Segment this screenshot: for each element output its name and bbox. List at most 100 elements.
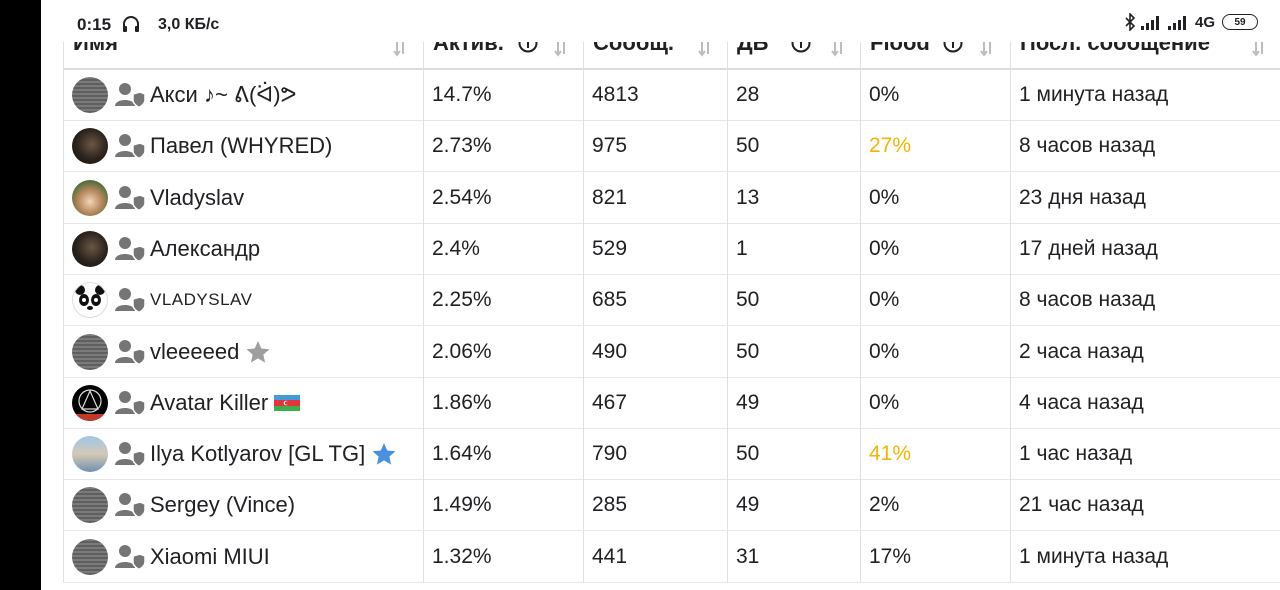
left-black-bar — [0, 0, 41, 590]
azerbaijan-flag-icon — [274, 394, 300, 411]
table-row[interactable]: Sergey (Vince) 1.49% 285 49 2% 21 час назад — [63, 479, 1280, 532]
cell-karma: 13 — [727, 171, 860, 223]
cell-last: 17 дней назад — [1010, 222, 1280, 274]
sort-icon[interactable] — [553, 38, 569, 58]
member-name: Vladyslav — [150, 184, 245, 210]
cell-messages: 790 — [583, 428, 727, 480]
cell-last: 4 часа назад — [1010, 376, 1280, 428]
table-row[interactable]: Павел (WHYRED) 2.73% 975 50 27% 8 часов назад — [63, 120, 1280, 173]
user-shield-icon — [115, 236, 145, 262]
avatar[interactable] — [72, 436, 108, 473]
signal-icon-2 — [1167, 16, 1186, 30]
member-name: vleeeeed — [150, 338, 240, 364]
table-row[interactable]: Ilya Kotlyarov [GL TG] 1.64% 790 50 41% 1 час… — [63, 428, 1280, 481]
avatar[interactable] — [72, 282, 108, 319]
user-shield-icon — [115, 83, 145, 108]
cell-activity: 2.4% — [423, 222, 583, 274]
cell-activity: 1.32% — [423, 530, 583, 582]
cell-flood: 41% — [860, 428, 1010, 480]
avatar[interactable] — [72, 487, 108, 524]
avatar[interactable] — [72, 230, 108, 267]
cell-karma: 28 — [727, 69, 860, 120]
battery-icon: 59 — [1222, 14, 1258, 30]
cell-messages: 285 — [583, 479, 727, 531]
cell-flood: 0% — [860, 376, 1010, 428]
cell-messages: 821 — [583, 171, 727, 223]
cell-name[interactable]: Avatar Killer — [63, 376, 423, 428]
cell-karma: 50 — [727, 120, 860, 172]
sort-icon[interactable] — [979, 38, 995, 58]
table-row[interactable]: Акси ♪~ ᕕ(ᐛ)ᕗ 14.7% 4813 28 0% 1 минута назад — [63, 69, 1280, 121]
member-stats-table: Имя Актив. Сообщ. ДБ Flood Посл. сообщен… — [63, 0, 1280, 590]
cell-flood: 2% — [860, 479, 1010, 531]
table-row[interactable]: VLADYSLAV 2.25% 685 50 0% 8 часов назад — [63, 274, 1280, 327]
cell-name[interactable]: VLADYSLAV — [63, 274, 423, 326]
cell-messages: 975 — [583, 120, 727, 172]
cell-karma: 50 — [727, 325, 860, 377]
table-row[interactable]: vleeeeed 2.06% 490 50 0% 2 часа назад — [63, 325, 1280, 378]
cell-messages: 4813 — [583, 69, 727, 120]
cell-flood: 0% — [860, 69, 1010, 120]
status-right-icons: 4G 59 — [1124, 13, 1258, 31]
member-name: Sergey (Vince) — [150, 492, 296, 518]
member-name: Avatar Killer — [150, 389, 269, 415]
battery-level: 59 — [1234, 16, 1246, 28]
cell-name[interactable]: Xiaomi MIUI — [63, 530, 423, 582]
cell-flood: 0% — [860, 325, 1010, 377]
cell-karma: 1 — [727, 222, 860, 274]
table-row[interactable]: Avatar Killer 1.86% 467 49 0% 4 часа назад — [63, 376, 1280, 429]
cell-name[interactable]: Vladyslav — [63, 171, 423, 223]
member-name: Александр — [150, 235, 261, 261]
sort-icon[interactable] — [697, 38, 713, 58]
cell-last: 23 дня назад — [1010, 171, 1280, 223]
user-shield-icon — [115, 288, 145, 313]
cell-name[interactable]: Акси ♪~ ᕕ(ᐛ)ᕗ — [63, 69, 423, 120]
cell-name[interactable]: Sergey (Vince) — [63, 479, 423, 531]
avatar[interactable] — [72, 179, 108, 216]
avatar[interactable] — [72, 538, 108, 575]
table-row[interactable]: Xiaomi MIUI 1.32% 441 31 17% 1 минута назад — [63, 530, 1280, 583]
network-type: 4G — [1194, 13, 1215, 31]
cell-name[interactable]: vleeeeed — [63, 325, 423, 377]
cell-last: 1 минута назад — [1010, 69, 1280, 120]
signal-icon — [1140, 16, 1159, 30]
user-shield-icon — [115, 442, 145, 467]
user-shield-icon — [115, 185, 145, 211]
network-speed: 3,0 КБ/с — [158, 16, 220, 33]
cell-last: 21 час назад — [1010, 479, 1280, 531]
avatar[interactable] — [72, 77, 108, 113]
cell-last: 8 часов назад — [1010, 274, 1280, 326]
cell-last: 1 час назад — [1010, 428, 1280, 480]
cell-karma: 50 — [727, 274, 860, 326]
cell-flood: 27% — [860, 120, 1010, 172]
avatar[interactable] — [72, 333, 108, 370]
table-row[interactable]: Александр 2.4% 529 1 0% 17 дней назад — [63, 222, 1280, 275]
cell-flood: 0% — [860, 171, 1010, 223]
cell-activity: 2.06% — [423, 325, 583, 377]
cell-activity: 14.7% — [423, 69, 583, 120]
user-shield-icon — [115, 134, 145, 160]
cell-flood: 0% — [860, 222, 1010, 274]
sort-icon[interactable] — [1251, 38, 1267, 58]
table-row[interactable]: Vladyslav 2.54% 821 13 0% 23 дня назад — [63, 171, 1280, 224]
member-name: Акси ♪~ ᕕ(ᐛ)ᕗ — [150, 82, 297, 107]
member-name: Павел (WHYRED) — [150, 133, 333, 159]
cell-messages: 685 — [583, 274, 727, 326]
member-name: Xiaomi MIUI — [150, 543, 270, 569]
bluetooth-icon — [1125, 13, 1136, 31]
status-bar: 0:15 3,0 КБ/с 4G 59 — [41, 0, 1280, 42]
cell-karma: 31 — [727, 530, 860, 582]
sort-icon[interactable] — [830, 38, 846, 58]
avatar[interactable] — [72, 384, 108, 421]
avatar[interactable] — [72, 128, 108, 165]
cell-name[interactable]: Павел (WHYRED) — [63, 120, 423, 172]
user-shield-icon — [115, 339, 145, 365]
blue-star-icon — [372, 443, 396, 465]
cell-name[interactable]: Ilya Kotlyarov [GL TG] — [63, 428, 423, 480]
cell-activity: 2.25% — [423, 274, 583, 326]
user-shield-icon — [115, 493, 145, 519]
sort-icon[interactable] — [392, 38, 408, 58]
cell-last: 2 часа назад — [1010, 325, 1280, 377]
cell-name[interactable]: Александр — [63, 222, 423, 274]
cell-last: 1 минута назад — [1010, 530, 1280, 582]
